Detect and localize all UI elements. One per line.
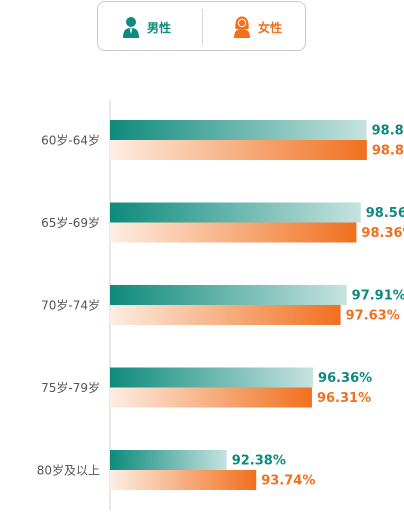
legend-item-male: 男性 [121, 14, 171, 40]
category-label: 65岁-69岁 [41, 215, 100, 230]
value-label-female: 93.74% [261, 474, 315, 489]
legend-label-male: 男性 [147, 20, 172, 35]
bar-male [110, 202, 361, 223]
bar-male [110, 285, 347, 305]
value-label-female: 98.36% [361, 226, 404, 241]
legend: 男性 女性 [97, 1, 306, 51]
category-label: 80岁及以上 [37, 463, 100, 478]
value-label-male: 97.91% [352, 289, 404, 304]
bar-female [110, 140, 367, 160]
bar-female [110, 305, 341, 325]
category-label: 60岁-64岁 [41, 133, 100, 148]
bar-male [110, 367, 314, 388]
bar-female [110, 470, 257, 490]
legend-divider [202, 9, 203, 45]
value-label-male: 98.56% [366, 206, 404, 221]
category-label: 70岁-74岁 [41, 298, 100, 313]
value-label-male: 96.36% [318, 371, 372, 386]
category-label: 75岁-79岁 [41, 380, 100, 395]
legend-label-female: 女性 [258, 20, 283, 35]
bar-female [110, 222, 357, 243]
value-label-male: 92.38% [232, 454, 286, 469]
value-label-female: 96.31% [317, 391, 371, 406]
female-person-icon [234, 16, 250, 38]
bar-male [110, 120, 367, 140]
male-person-icon [123, 17, 139, 38]
legend-item-female: 女性 [232, 14, 282, 40]
value-label-female: 97.63% [346, 309, 400, 324]
value-label-female: 98.84% [372, 144, 404, 159]
value-label-male: 98.83% [372, 124, 404, 139]
bar-male [110, 450, 227, 470]
bar-female [110, 387, 312, 408]
